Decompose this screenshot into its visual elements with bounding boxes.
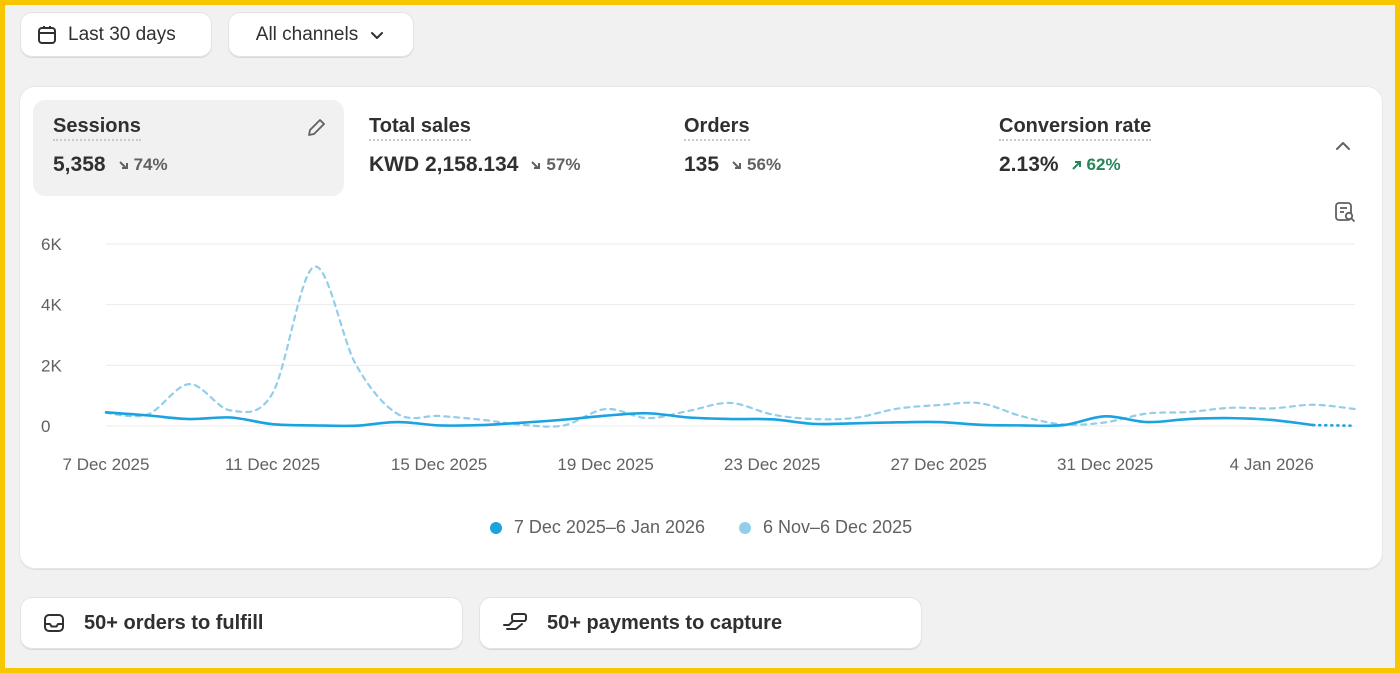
metric-label: Orders — [684, 115, 750, 141]
legend-dot-current — [489, 521, 502, 534]
metric-label: Conversion rate — [999, 115, 1152, 141]
x-tick-label: 27 Dec 2025 — [890, 455, 986, 474]
orders-to-fulfill-button[interactable]: 50+ orders to fulfill — [20, 597, 463, 649]
arrow-down-right-icon — [531, 161, 541, 169]
legend-label-previous: 6 Nov–6 Dec 2025 — [763, 517, 913, 537]
x-tick-label: 15 Dec 2025 — [391, 455, 487, 474]
inbox-icon — [44, 614, 64, 632]
channels-label: All channels — [255, 23, 359, 45]
metric-total-sales[interactable]: Total sales KWD 2,158.134 57% — [349, 100, 649, 196]
chart-legend: 7 Dec 2025–6 Jan 2026 6 Nov–6 Dec 2025 — [19, 517, 1383, 538]
metric-value: 2.13% — [999, 153, 1059, 176]
orders-to-fulfill-label: 50+ orders to fulfill — [84, 611, 264, 634]
arrow-down-right-icon — [732, 161, 742, 169]
legend-item-previous[interactable]: 6 Nov–6 Dec 2025 — [739, 517, 912, 538]
chart-grid — [106, 243, 1355, 427]
metric-label: Sessions — [53, 115, 141, 141]
metric-conversion-rate[interactable]: Conversion rate 2.13% 62% — [979, 100, 1299, 196]
date-range-button[interactable]: Last 30 days — [20, 12, 212, 57]
arrow-up-right-icon — [1071, 161, 1081, 170]
legend-label-current: 7 Dec 2025–6 Jan 2026 — [513, 517, 706, 537]
y-tick-label: 4K — [41, 296, 62, 315]
x-tick-label: 19 Dec 2025 — [557, 455, 653, 474]
x-tick-label: 31 Dec 2025 — [1057, 455, 1153, 474]
payments-to-capture-button[interactable]: 50+ payments to capture — [479, 597, 922, 649]
pencil-icon[interactable] — [304, 116, 328, 140]
y-tick-label: 2K — [41, 356, 62, 375]
x-tick-label: 11 Dec 2025 — [225, 455, 320, 474]
metric-change: 56% — [731, 155, 781, 175]
chevron-down-icon — [371, 31, 384, 39]
payments-to-capture-label: 50+ payments to capture — [547, 611, 783, 634]
chart-series — [104, 265, 1357, 428]
metric-value: 5,358 — [53, 153, 106, 176]
y-tick-label: 6K — [41, 235, 62, 254]
metric-orders[interactable]: Orders 135 56% — [664, 100, 964, 196]
calendar-icon — [38, 25, 56, 44]
metric-change: 74% — [118, 155, 168, 175]
hand-payment-icon — [503, 613, 527, 630]
y-tick-label: 0 — [41, 417, 50, 436]
date-range-label: Last 30 days — [68, 23, 176, 45]
metric-change-value: 62% — [1086, 155, 1121, 174]
metric-change: 62% — [1071, 155, 1121, 175]
metric-value: 135 — [684, 153, 720, 176]
legend-item-current[interactable]: 7 Dec 2025–6 Jan 2026 — [489, 517, 706, 538]
sessions-line-chart: 6K 4K 2K 0 7 Dec 2025 11 Dec 2025 15 Dec 2025… — [41, 235, 1357, 474]
metric-value: KWD 2,158.134 — [369, 153, 519, 176]
x-tick-label: 7 Dec 2025 — [63, 455, 150, 474]
channels-dropdown[interactable]: All channels — [228, 12, 414, 57]
legend-dot-previous — [739, 521, 752, 534]
arrow-down-right-icon — [118, 161, 128, 169]
analytics-card: Sessions 5,358 74% Total sales KWD 2,158… — [19, 86, 1383, 569]
metric-change-value: 56% — [747, 155, 782, 174]
chevron-up-icon[interactable] — [1331, 134, 1355, 158]
metric-change: 57% — [530, 155, 580, 175]
explore-report-icon[interactable] — [1333, 200, 1357, 224]
y-axis: 6K 4K 2K 0 — [41, 235, 62, 436]
x-axis: 7 Dec 2025 11 Dec 2025 15 Dec 2025 19 Dec 2… — [63, 455, 1314, 474]
x-tick-label: 4 Jan 2026 — [1230, 455, 1314, 474]
metric-sessions[interactable]: Sessions 5,358 74% — [33, 100, 344, 196]
metric-change-value: 57% — [546, 155, 581, 174]
series-line-current — [104, 411, 1315, 428]
series-line-previous — [104, 265, 1357, 428]
x-tick-label: 23 Dec 2025 — [724, 455, 820, 474]
metric-change-value: 74% — [133, 155, 168, 174]
metric-label: Total sales — [369, 115, 471, 141]
